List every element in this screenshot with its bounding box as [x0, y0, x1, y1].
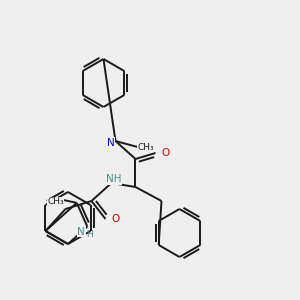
Text: O: O	[111, 214, 120, 224]
Text: N: N	[77, 226, 85, 237]
Text: N: N	[106, 138, 114, 148]
Text: H: H	[86, 230, 93, 239]
Text: NH: NH	[106, 174, 121, 184]
Text: CH₃: CH₃	[47, 197, 64, 206]
Text: CH₃: CH₃	[137, 142, 154, 152]
Text: O: O	[161, 148, 169, 158]
